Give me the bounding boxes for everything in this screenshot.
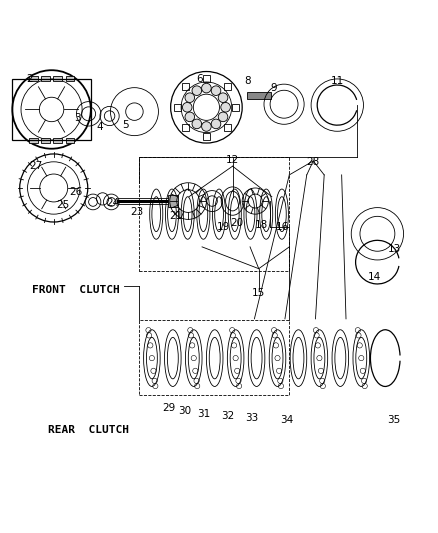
Bar xyxy=(12,79,91,140)
Text: 13: 13 xyxy=(386,244,400,254)
Text: 9: 9 xyxy=(270,83,277,93)
Text: 26: 26 xyxy=(69,187,82,197)
Text: 2: 2 xyxy=(26,74,33,84)
Text: 29: 29 xyxy=(162,403,176,413)
Bar xyxy=(65,138,74,143)
Text: 16: 16 xyxy=(276,222,289,232)
Bar xyxy=(41,76,49,81)
Bar xyxy=(29,76,38,81)
Circle shape xyxy=(184,93,194,102)
Bar xyxy=(53,138,62,143)
Circle shape xyxy=(201,83,211,93)
Bar xyxy=(246,92,270,100)
Circle shape xyxy=(218,93,227,102)
Text: 5: 5 xyxy=(122,120,129,130)
Bar xyxy=(182,125,189,132)
Text: 21: 21 xyxy=(169,211,182,221)
Text: 20: 20 xyxy=(230,218,243,228)
Text: 23: 23 xyxy=(130,207,143,217)
Text: 19: 19 xyxy=(217,222,230,232)
Circle shape xyxy=(201,122,211,131)
Bar xyxy=(232,104,239,111)
Bar xyxy=(223,83,230,90)
Bar xyxy=(53,76,62,81)
Text: 35: 35 xyxy=(386,416,400,425)
Circle shape xyxy=(218,112,227,122)
Text: 33: 33 xyxy=(245,413,258,423)
Text: 15: 15 xyxy=(251,288,265,297)
Text: 14: 14 xyxy=(367,272,380,282)
Circle shape xyxy=(211,86,220,95)
Bar xyxy=(138,157,289,271)
Bar xyxy=(223,125,230,132)
Text: 18: 18 xyxy=(254,220,267,230)
Bar xyxy=(173,104,180,111)
Text: 31: 31 xyxy=(197,409,210,419)
Text: 27: 27 xyxy=(30,161,43,171)
Bar xyxy=(41,138,49,143)
Bar xyxy=(65,76,74,81)
Circle shape xyxy=(191,86,201,95)
Circle shape xyxy=(184,112,194,122)
Bar xyxy=(182,83,189,90)
Text: FRONT  CLUTCH: FRONT CLUTCH xyxy=(32,286,119,295)
Circle shape xyxy=(220,102,230,112)
Bar xyxy=(168,196,177,207)
Text: 3: 3 xyxy=(74,113,81,123)
Text: 30: 30 xyxy=(178,406,191,416)
Text: REAR  CLUTCH: REAR CLUTCH xyxy=(48,425,129,435)
Text: 4: 4 xyxy=(96,122,102,132)
Text: 24: 24 xyxy=(106,198,119,208)
Circle shape xyxy=(191,119,201,128)
Text: 32: 32 xyxy=(221,411,234,421)
Bar xyxy=(29,138,38,143)
Bar xyxy=(202,75,209,82)
Text: 6: 6 xyxy=(196,74,203,84)
Circle shape xyxy=(211,119,220,128)
Text: 25: 25 xyxy=(56,200,69,211)
Circle shape xyxy=(182,102,191,112)
Text: 8: 8 xyxy=(244,76,251,86)
Text: 12: 12 xyxy=(226,155,239,165)
Text: 11: 11 xyxy=(330,76,343,86)
Bar xyxy=(138,320,289,395)
Text: 34: 34 xyxy=(280,416,293,425)
Text: 28: 28 xyxy=(306,157,319,167)
Bar xyxy=(202,133,209,140)
